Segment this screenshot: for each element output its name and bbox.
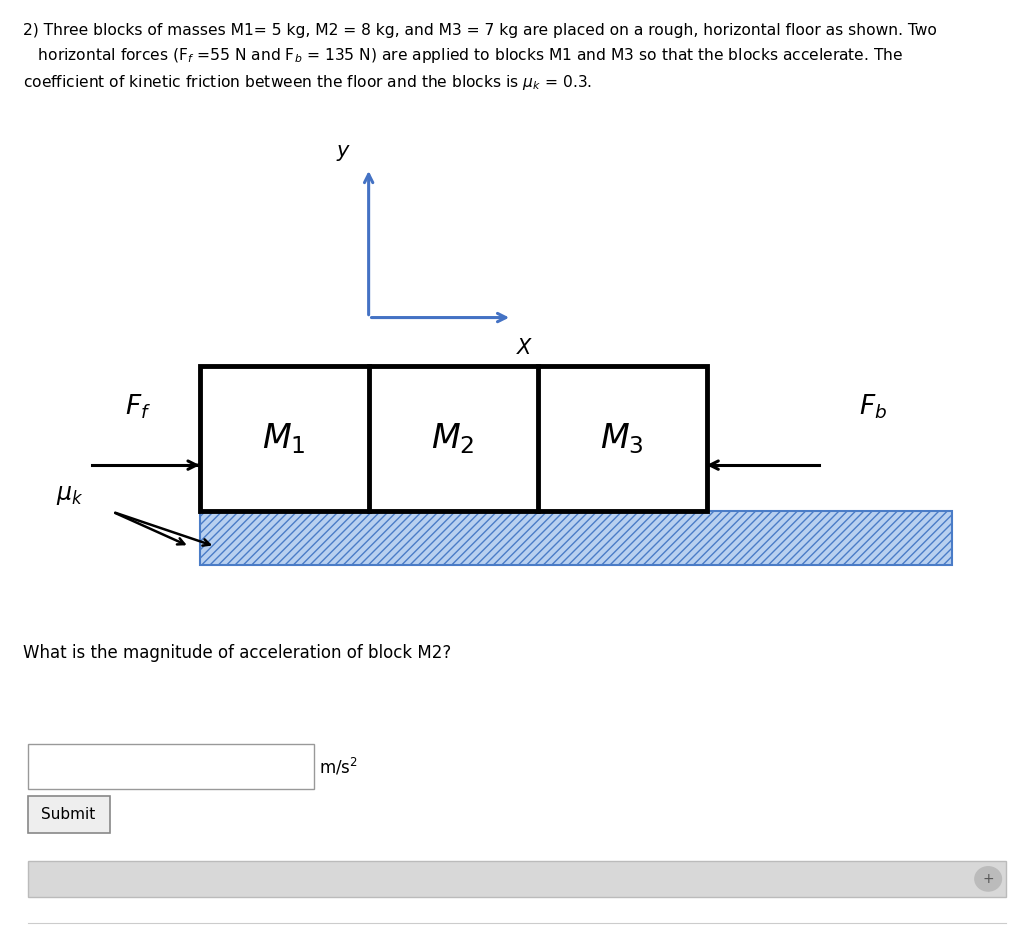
- Text: $F_f$: $F_f$: [125, 392, 152, 420]
- Text: 2) Three blocks of masses M1= 5 kg, M2 = 8 kg, and M3 = 7 kg are placed on a rou: 2) Three blocks of masses M1= 5 kg, M2 =…: [23, 23, 936, 92]
- Bar: [200, 511, 952, 565]
- Text: X: X: [517, 338, 531, 358]
- Circle shape: [975, 867, 1001, 891]
- Text: $\mu_k$: $\mu_k$: [56, 483, 84, 507]
- Bar: [200, 366, 707, 511]
- Bar: [28, 861, 1006, 897]
- Text: $M_2$: $M_2$: [431, 421, 475, 456]
- Text: $M_3$: $M_3$: [600, 421, 644, 456]
- Text: What is the magnitude of acceleration of block M2?: What is the magnitude of acceleration of…: [23, 644, 451, 662]
- Text: m/s$^2$: m/s$^2$: [319, 757, 358, 777]
- Text: +: +: [982, 872, 994, 885]
- Text: y: y: [337, 141, 349, 161]
- Text: $F_b$: $F_b$: [859, 392, 888, 420]
- Bar: [28, 796, 110, 833]
- Bar: [28, 744, 314, 789]
- Text: $M_1$: $M_1$: [262, 421, 306, 456]
- Text: Submit: Submit: [42, 807, 95, 822]
